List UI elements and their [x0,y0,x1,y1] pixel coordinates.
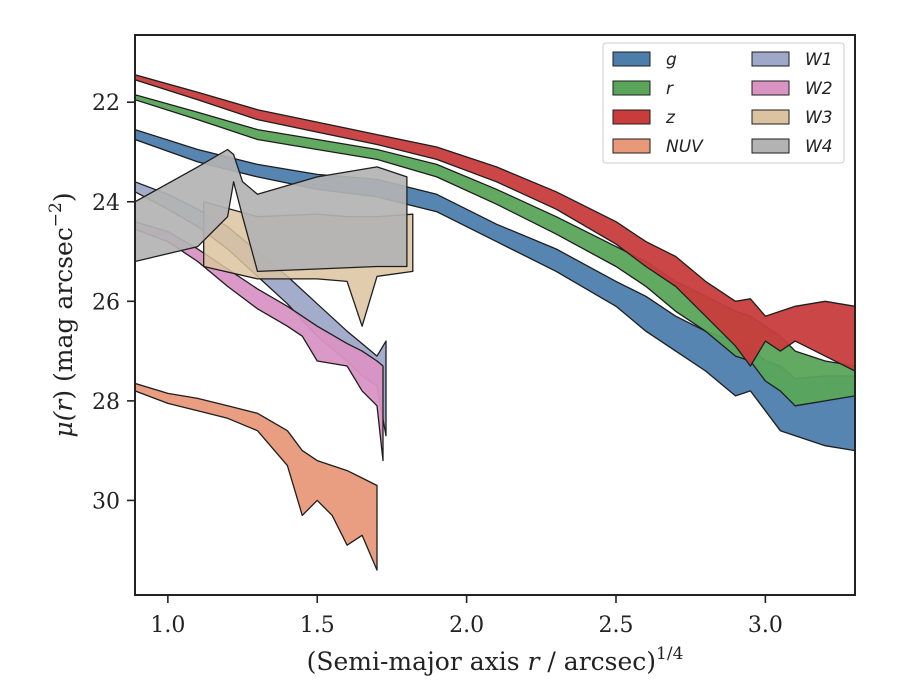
x-tick-label: 2.0 [449,613,484,638]
legend-label-w4: W4 [805,137,833,157]
x-tick-label: 1.0 [150,613,185,638]
y-tick-label: 30 [92,489,120,514]
x-tick-label: 1.5 [300,613,335,638]
series-band-w2 [135,221,384,462]
y-label-close: ) [49,192,78,202]
series-band-w4 [135,148,408,273]
y-tick-label: 22 [92,91,120,116]
legend: grz NUV W1 W2 W3 W4 [602,42,845,164]
legend-label-nuv: NUV [666,137,704,157]
y-axis-label: μ(r) (mag arcsec−2) [46,192,78,437]
legend-label-r: r [666,79,674,99]
legend-label-g: g [666,50,677,70]
legend-swatch-w2 [751,80,790,96]
y-axis: 22 24 26 28 30 [92,91,135,514]
x-axis: 1.0 1.5 2.0 2.5 3.0 [150,595,783,638]
y-tick-label: 26 [92,290,120,315]
x-label-var: r [528,647,542,676]
x-label-sup: 1/4 [656,644,683,664]
series-bands [135,74,855,571]
x-label-rest: / arcsec) [539,647,656,676]
legend-swatch-w4 [751,138,790,154]
x-axis-label: (Semi-major axis r / arcsec)1/4 [307,644,684,676]
legend-swatch-w1 [751,51,790,67]
y-label-mu: μ( [49,410,78,437]
legend-swatch-g [612,51,651,67]
y-tick-label: 24 [92,191,120,216]
y-tick-label: 28 [92,390,120,415]
legend-swatch-nuv [612,138,651,154]
legend-swatch-w3 [751,109,790,125]
series-band-nuv [135,382,378,571]
y-label-var: r [49,398,78,412]
y-label-rest: ) (mag arcsec [49,227,78,400]
legend-label-w2: W2 [805,79,833,99]
x-tick-label: 2.5 [598,613,633,638]
plot-frame [134,34,856,596]
legend-swatch-z [612,109,651,125]
series-band-z [135,74,855,372]
legend-box [602,42,845,164]
x-label-main: (Semi-major axis [307,647,528,676]
legend-label-z: z [665,108,676,128]
series-band-r [135,94,855,407]
x-tick-label: 3.0 [748,613,783,638]
legend-label-w3: W3 [805,108,833,128]
legend-swatch-r [612,80,651,96]
y-label-sup: −2 [46,202,66,227]
legend-label-w1: W1 [805,50,833,70]
